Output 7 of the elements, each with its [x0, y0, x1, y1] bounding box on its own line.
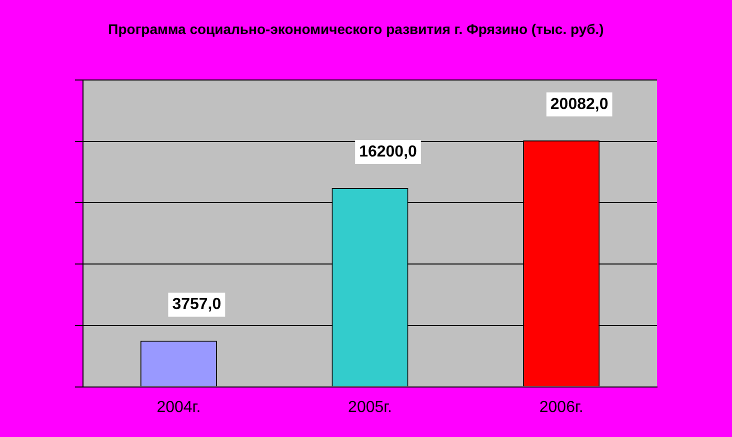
x-tick-label: 2006г.	[539, 398, 584, 416]
x-tick-label: 2005г.	[348, 398, 392, 416]
data-label: 16200,0	[359, 143, 418, 160]
data-label: 3757,0	[172, 296, 222, 314]
x-tick-label: 2004г.	[156, 398, 201, 416]
chart-title: Программа социально-экономического развития г. Фрязино (тыс. руб.)	[107, 20, 605, 39]
data-label: 20082,0	[550, 96, 608, 113]
